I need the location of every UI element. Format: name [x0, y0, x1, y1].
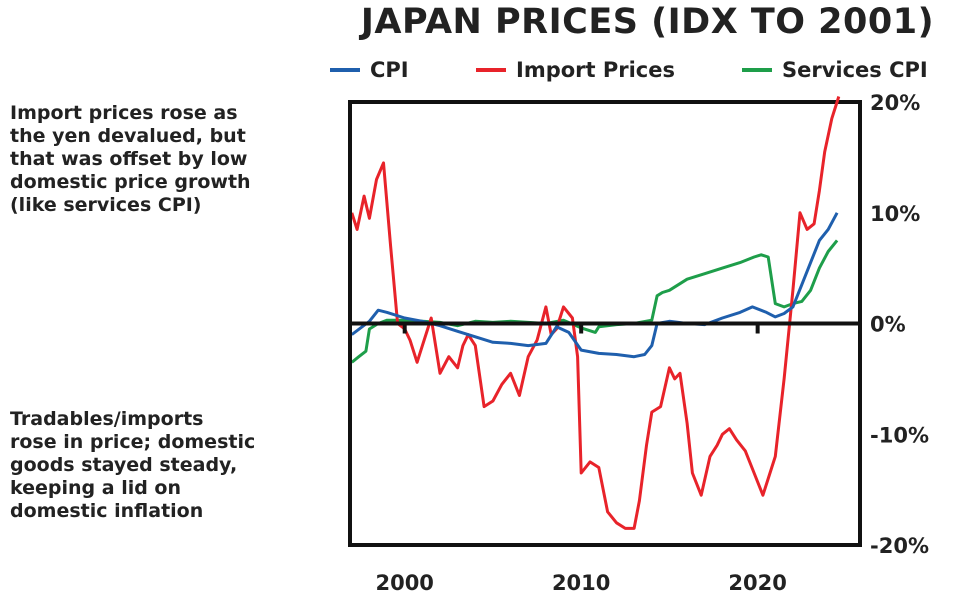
legend-item-import-prices: Import Prices [476, 58, 675, 82]
chart-legend: CPI Import Prices Services CPI [300, 58, 960, 88]
legend-label-services-cpi: Services CPI [782, 58, 928, 82]
x-tick-label: 2020 [728, 571, 786, 595]
y-tick-label: 20% [870, 91, 920, 115]
x-tick-label: 2010 [552, 571, 610, 595]
chart-title: JAPAN PRICES (IDX TO 2001) [360, 2, 935, 42]
legend-item-cpi: CPI [330, 58, 409, 82]
series-line-services-cpi [352, 239, 839, 364]
legend-label-cpi: CPI [370, 58, 409, 82]
series-line-cpi [352, 212, 839, 359]
y-tick-label: -20% [870, 534, 929, 558]
legend-label-import-prices: Import Prices [516, 58, 675, 82]
y-tick-label: 10% [870, 202, 920, 226]
y-tick-label: -10% [870, 423, 929, 447]
legend-item-services-cpi: Services CPI [742, 58, 928, 82]
legend-swatch-cpi [330, 68, 360, 72]
x-tick-label: 2000 [375, 571, 433, 595]
legend-swatch-import-prices [476, 68, 506, 72]
annotation-bottom: Tradables/imports rose in price; domesti… [10, 408, 256, 522]
annotation-top: Import prices rose as the yen devalued, … [10, 102, 251, 216]
series-line-import-prices [352, 96, 841, 530]
legend-swatch-services-cpi [742, 68, 772, 72]
y-tick-label: 0% [870, 313, 906, 337]
